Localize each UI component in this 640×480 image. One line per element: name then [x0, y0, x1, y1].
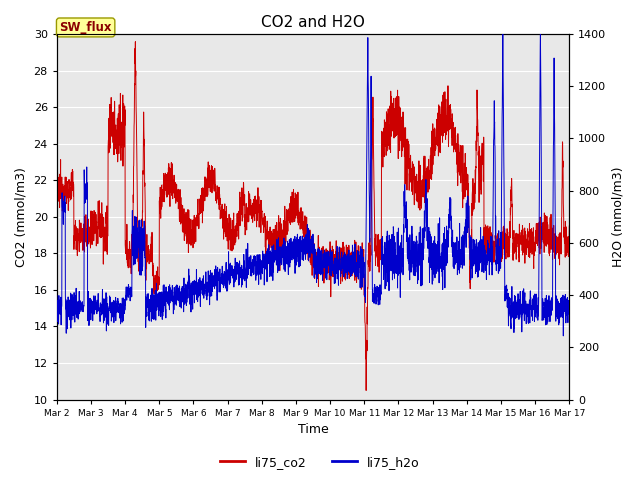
- Y-axis label: CO2 (mmol/m3): CO2 (mmol/m3): [15, 167, 28, 267]
- Legend: li75_co2, li75_h2o: li75_co2, li75_h2o: [215, 451, 425, 474]
- Text: SW_flux: SW_flux: [60, 21, 112, 34]
- Title: CO2 and H2O: CO2 and H2O: [261, 15, 365, 30]
- Y-axis label: H2O (mmol/m3): H2O (mmol/m3): [612, 167, 625, 267]
- X-axis label: Time: Time: [298, 423, 328, 436]
